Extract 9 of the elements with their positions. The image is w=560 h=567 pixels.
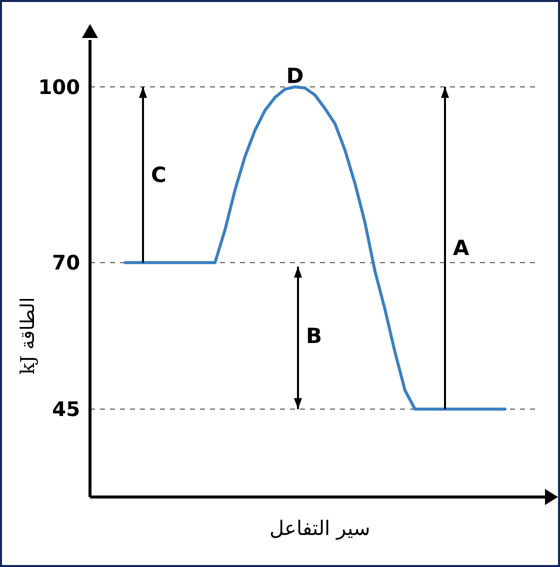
y-tick-label: 100 [38,74,80,99]
y-axis-title: الطاقة kJ [17,297,39,374]
y-tick-label: 45 [52,397,80,422]
y-tick-label: 70 [52,250,80,275]
x-axis-title: سير التفاعل [269,516,371,540]
annotation: C [151,162,166,187]
annotation: A [453,236,470,260]
annotation: D [286,64,304,88]
annotation: B [306,324,322,348]
